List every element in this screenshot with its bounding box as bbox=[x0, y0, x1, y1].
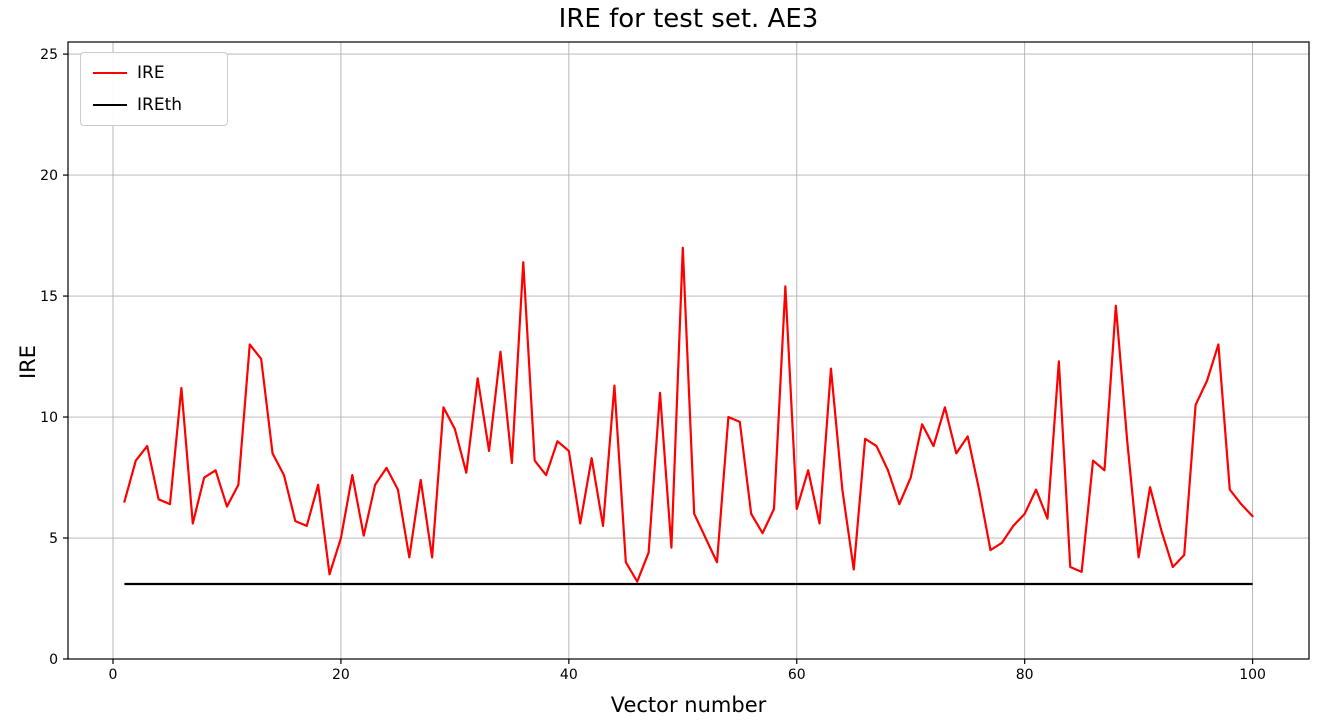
y-tick-label: 20 bbox=[40, 168, 58, 184]
x-tick-label: 60 bbox=[788, 667, 806, 683]
x-tick-label: 0 bbox=[109, 667, 118, 683]
x-tick-label: 20 bbox=[332, 667, 350, 683]
legend-label-ire: IRE bbox=[137, 63, 165, 83]
x-axis-label: Vector number bbox=[610, 693, 767, 717]
y-tick-label: 15 bbox=[40, 289, 58, 305]
ire-line-swatch bbox=[93, 72, 127, 74]
x-tick-label: 100 bbox=[1239, 667, 1266, 683]
y-tick-label: 10 bbox=[40, 410, 58, 426]
x-tick-label: 80 bbox=[1016, 667, 1034, 683]
axes-frame bbox=[67, 41, 1310, 660]
y-tick-label: 25 bbox=[40, 47, 58, 63]
legend-label-ireth: IREth bbox=[137, 95, 183, 115]
chart-title: IRE for test set. AE3 bbox=[558, 4, 819, 34]
series-line-ire bbox=[123, 246, 1254, 583]
x-tick-label: 40 bbox=[560, 667, 578, 683]
legend-item-ire: IRE bbox=[93, 63, 211, 83]
legend-item-ireth: IREth bbox=[93, 95, 211, 115]
y-axis-label: IRE bbox=[16, 344, 40, 380]
ireth-line-swatch bbox=[93, 104, 127, 106]
y-tick-label: 0 bbox=[49, 652, 58, 668]
legend: IRE IREth bbox=[80, 52, 228, 126]
y-tick-label: 5 bbox=[49, 531, 58, 547]
